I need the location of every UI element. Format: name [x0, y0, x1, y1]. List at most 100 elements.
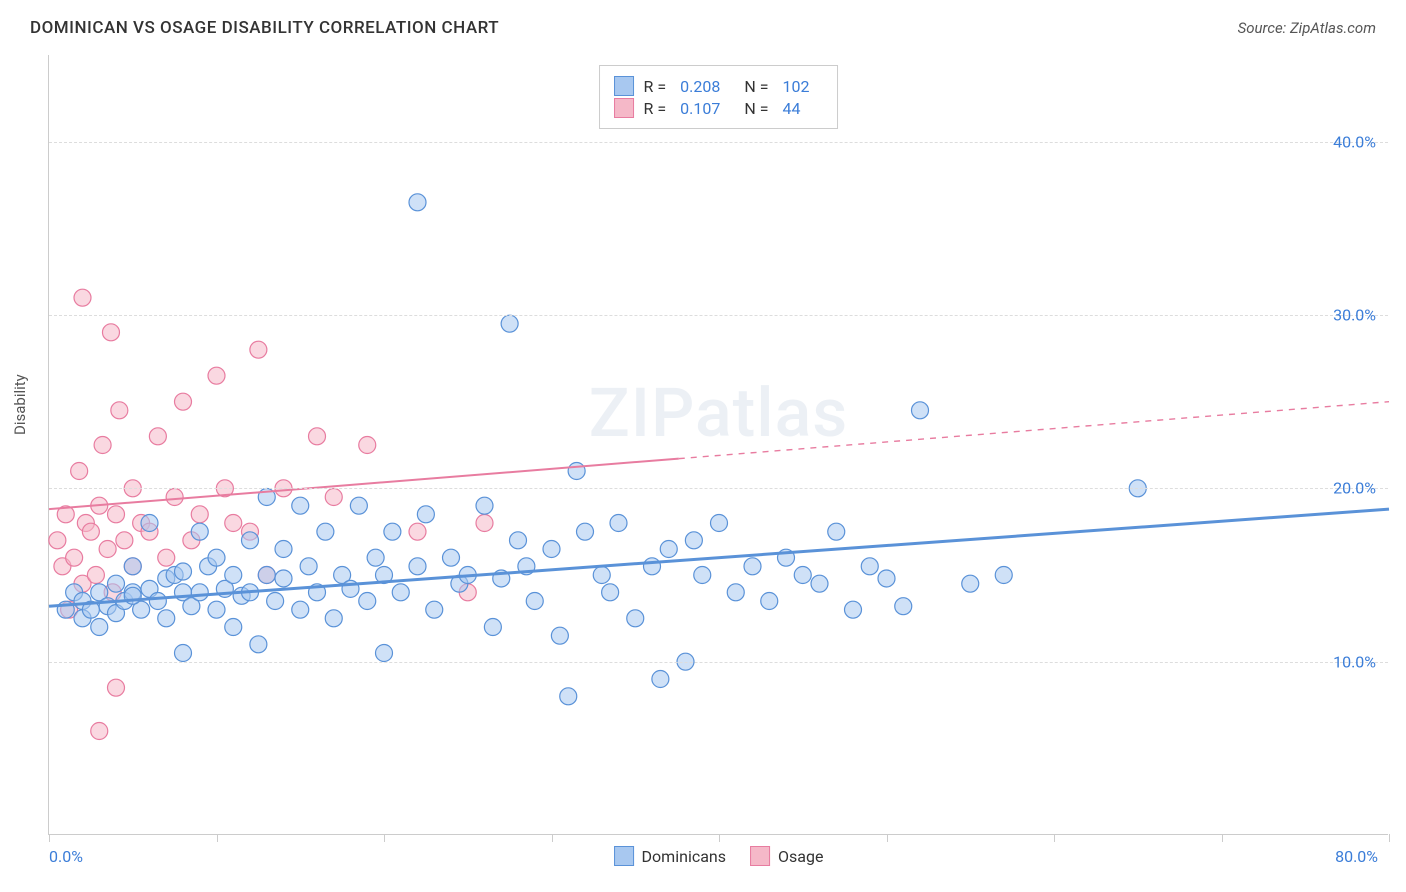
chart-plot-area: ZIPatlas R = 0.208 N = 102 R = 0.107 N =… — [48, 55, 1388, 835]
data-point — [225, 567, 242, 584]
data-point — [384, 523, 401, 540]
data-point — [711, 515, 728, 532]
data-point — [66, 549, 83, 566]
data-point — [175, 645, 192, 662]
r-value-osage: 0.107 — [680, 99, 720, 118]
data-point — [108, 575, 125, 592]
r-label: R = — [644, 99, 667, 118]
y-tick-label: 20.0% — [1333, 479, 1376, 498]
data-point — [510, 532, 527, 549]
data-point — [91, 723, 108, 740]
data-point — [995, 567, 1012, 584]
data-point — [409, 558, 426, 575]
data-point — [652, 671, 669, 688]
data-point — [71, 463, 88, 480]
data-point — [87, 567, 104, 584]
x-tick — [1222, 834, 1223, 842]
data-point — [116, 532, 133, 549]
y-axis-title: Disability — [11, 374, 29, 435]
data-point — [258, 567, 275, 584]
legend-row-dominicans: R = 0.208 N = 102 — [614, 76, 824, 96]
data-point — [141, 515, 158, 532]
data-point — [325, 489, 342, 506]
data-point — [359, 437, 376, 454]
data-point — [158, 610, 175, 627]
data-point — [175, 393, 192, 410]
data-point — [292, 497, 309, 514]
grid-line — [49, 315, 1388, 316]
data-point — [208, 549, 225, 566]
data-point — [560, 688, 577, 705]
data-point — [861, 558, 878, 575]
legend-item-dominicans: Dominicans — [614, 846, 726, 866]
grid-line — [49, 488, 1388, 489]
n-value-osage: 44 — [782, 99, 800, 118]
data-point — [108, 679, 125, 696]
x-tick — [1389, 834, 1390, 842]
data-point — [275, 570, 292, 587]
data-point — [694, 567, 711, 584]
x-tick — [719, 834, 720, 842]
data-point — [166, 489, 183, 506]
data-point — [208, 601, 225, 618]
legend-item-osage: Osage — [750, 846, 823, 866]
x-tick — [49, 834, 50, 842]
data-point — [644, 558, 661, 575]
data-point — [409, 523, 426, 540]
data-point — [124, 558, 141, 575]
data-point — [292, 601, 309, 618]
data-point — [99, 541, 116, 558]
data-point — [484, 619, 501, 636]
data-point — [91, 619, 108, 636]
n-label: N = — [744, 77, 768, 96]
data-point — [526, 593, 543, 610]
r-value-dominicans: 0.208 — [680, 77, 720, 96]
x-axis-max-label: 80.0% — [1335, 847, 1378, 866]
data-point — [845, 601, 862, 618]
data-point — [794, 567, 811, 584]
data-point — [74, 289, 91, 306]
data-point — [577, 523, 594, 540]
data-point — [685, 532, 702, 549]
n-value-dominicans: 102 — [782, 77, 809, 96]
r-label: R = — [644, 77, 667, 96]
data-point — [242, 532, 259, 549]
data-point — [543, 541, 560, 558]
n-label: N = — [744, 99, 768, 118]
x-tick — [552, 834, 553, 842]
data-point — [660, 541, 677, 558]
swatch-dominicans — [614, 846, 634, 866]
data-point — [250, 341, 267, 358]
data-point — [149, 428, 166, 445]
data-point — [94, 437, 111, 454]
y-tick-label: 10.0% — [1333, 652, 1376, 671]
data-point — [208, 367, 225, 384]
data-point — [300, 558, 317, 575]
data-point — [761, 593, 778, 610]
y-tick-label: 40.0% — [1333, 132, 1376, 151]
data-point — [158, 549, 175, 566]
data-point — [828, 523, 845, 540]
legend-correlation-box: R = 0.208 N = 102 R = 0.107 N = 44 — [599, 65, 839, 129]
swatch-osage — [614, 98, 634, 118]
chart-source: Source: ZipAtlas.com — [1238, 19, 1376, 37]
data-point — [82, 523, 99, 540]
data-point — [225, 515, 242, 532]
legend-label-osage: Osage — [778, 847, 823, 866]
data-point — [376, 645, 393, 662]
scatter-svg — [49, 55, 1388, 834]
data-point — [610, 515, 627, 532]
data-point — [108, 506, 125, 523]
data-point — [191, 523, 208, 540]
data-point — [443, 549, 460, 566]
data-point — [551, 627, 568, 644]
data-point — [878, 570, 895, 587]
data-point — [367, 549, 384, 566]
data-point — [225, 619, 242, 636]
data-point — [275, 541, 292, 558]
chart-title: DOMINICAN VS OSAGE DISABILITY CORRELATIO… — [30, 18, 499, 38]
data-point — [49, 532, 66, 549]
data-point — [744, 558, 761, 575]
data-point — [476, 497, 493, 514]
data-point — [250, 636, 267, 653]
